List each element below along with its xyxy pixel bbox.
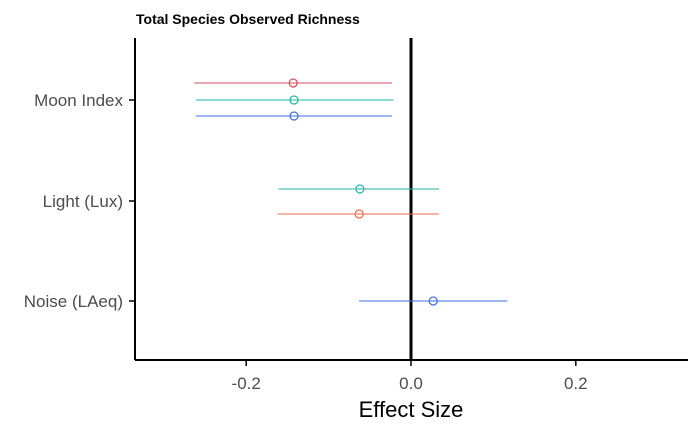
y-tick-label: Noise (LAeq) xyxy=(24,292,123,311)
point-estimate xyxy=(289,95,299,105)
plot-marks: -0.2 0.0 0.2 Noise (LAeq) Light (Lux) Moon In… xyxy=(24,38,688,393)
y-tick-label: Light (Lux) xyxy=(43,192,123,211)
point-estimate xyxy=(428,296,438,306)
point-estimate xyxy=(288,78,298,88)
y-tick-label: Moon Index xyxy=(34,91,123,110)
x-tick-label: 0.2 xyxy=(564,374,588,393)
point-estimate xyxy=(354,209,364,219)
x-tick-label: 0.0 xyxy=(399,374,423,393)
x-axis-title: Effect Size xyxy=(359,397,464,422)
x-tick-label: -0.2 xyxy=(232,374,261,393)
chart-title: Total Species Observed Richness xyxy=(136,11,360,27)
point-estimate xyxy=(289,111,299,121)
point-estimate xyxy=(355,184,365,194)
